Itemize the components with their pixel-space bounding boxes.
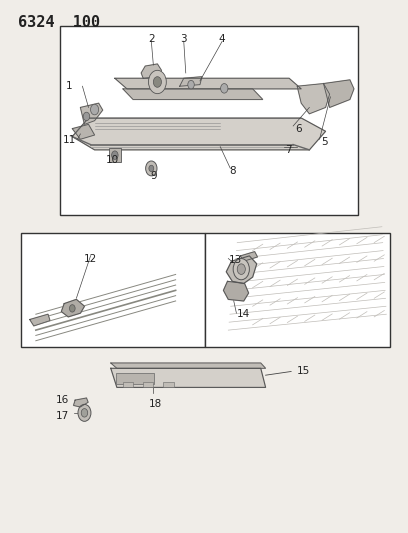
Bar xyxy=(109,148,121,161)
Circle shape xyxy=(146,161,157,176)
Polygon shape xyxy=(324,80,354,108)
Circle shape xyxy=(91,104,99,115)
Bar xyxy=(21,233,205,347)
Circle shape xyxy=(149,165,154,172)
Polygon shape xyxy=(226,256,257,284)
Text: 8: 8 xyxy=(229,166,236,176)
Text: 14: 14 xyxy=(236,309,250,319)
Polygon shape xyxy=(30,314,50,326)
Polygon shape xyxy=(123,89,263,100)
Bar xyxy=(115,373,154,384)
Text: 4: 4 xyxy=(219,34,226,44)
Polygon shape xyxy=(72,124,95,139)
Text: 16: 16 xyxy=(56,395,69,405)
Polygon shape xyxy=(240,252,257,261)
Text: 6: 6 xyxy=(295,124,302,134)
Circle shape xyxy=(221,84,228,93)
Text: 17: 17 xyxy=(56,411,69,421)
Circle shape xyxy=(69,305,75,312)
Circle shape xyxy=(237,264,245,274)
Text: 1: 1 xyxy=(66,81,72,91)
Text: 7: 7 xyxy=(285,145,292,155)
Circle shape xyxy=(83,112,90,120)
Polygon shape xyxy=(72,118,326,150)
Circle shape xyxy=(149,70,166,94)
Polygon shape xyxy=(115,78,301,89)
Circle shape xyxy=(233,259,249,280)
Bar xyxy=(143,382,153,387)
Polygon shape xyxy=(180,77,202,86)
Circle shape xyxy=(81,409,88,417)
Text: 11: 11 xyxy=(63,135,76,146)
Text: 12: 12 xyxy=(84,254,97,263)
Bar xyxy=(123,382,133,387)
Text: 2: 2 xyxy=(148,34,155,44)
Circle shape xyxy=(153,77,162,87)
Text: 13: 13 xyxy=(228,255,242,264)
Circle shape xyxy=(112,151,118,159)
Polygon shape xyxy=(224,281,248,301)
Text: 9: 9 xyxy=(150,172,157,181)
Polygon shape xyxy=(297,84,330,114)
Polygon shape xyxy=(111,363,266,368)
Bar xyxy=(205,233,390,347)
Polygon shape xyxy=(111,368,266,387)
Text: 5: 5 xyxy=(322,137,328,147)
Text: 18: 18 xyxy=(149,399,162,409)
Polygon shape xyxy=(141,64,162,78)
Text: 15: 15 xyxy=(297,367,310,376)
Polygon shape xyxy=(80,103,103,124)
Polygon shape xyxy=(61,300,84,317)
Polygon shape xyxy=(73,398,88,407)
Bar xyxy=(60,26,358,215)
Text: 3: 3 xyxy=(180,34,187,44)
Circle shape xyxy=(78,405,91,421)
Text: 10: 10 xyxy=(106,156,119,165)
Text: 6324  100: 6324 100 xyxy=(18,14,100,30)
Circle shape xyxy=(188,80,194,89)
Bar xyxy=(164,382,174,387)
